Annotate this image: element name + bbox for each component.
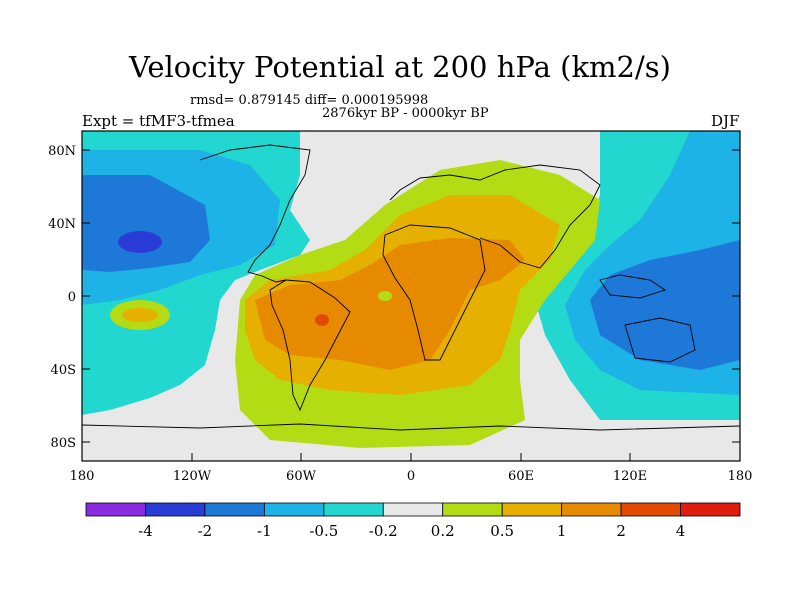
- colorbar-swatch: [501, 502, 563, 517]
- lat-label: 0: [68, 290, 76, 305]
- colorbar-label: -4: [138, 522, 153, 540]
- colorbar-label: 0.5: [490, 522, 514, 540]
- positive-darkorange-region: [255, 238, 525, 370]
- colorbar-label: -0.2: [369, 522, 398, 540]
- north-america-outline: [199, 144, 311, 283]
- colorbar-label: -0.5: [309, 522, 338, 540]
- season-label: DJF: [711, 112, 740, 130]
- pacific-positive-blob-core: [122, 308, 158, 322]
- lon-label: 60W: [286, 469, 317, 484]
- stats-subtitle: rmsd= 0.879145 diff= 0.000195998: [190, 93, 429, 108]
- maritime-continent-outline: [599, 274, 667, 299]
- colorbar-label: 4: [676, 522, 686, 540]
- experiment-label: Expt = tfMF3-tfmea: [82, 112, 235, 130]
- pacific-east-blue-region: [82, 175, 210, 272]
- colorbar: [85, 502, 741, 517]
- lat-label: 80N: [48, 144, 76, 159]
- colorbar-swatch: [145, 502, 206, 517]
- colorbar-swatch: [382, 502, 444, 517]
- colorbar-label: 2: [616, 522, 626, 540]
- lon-label: 60E: [508, 469, 534, 484]
- lat-label: 80S: [51, 436, 76, 451]
- antarctica-outline: [82, 423, 740, 431]
- latitude-labels: 80N 40N 0 40S 80S: [48, 144, 76, 451]
- lon-label: 120W: [173, 469, 212, 484]
- chart-title: Velocity Potential at 200 hPa (km2/s): [129, 50, 671, 84]
- lon-label: 180: [70, 469, 95, 484]
- colorbar-swatch: [204, 502, 265, 517]
- north-pacific-darkblue-center: [118, 231, 162, 253]
- lat-label: 40N: [48, 217, 76, 232]
- colorbar-label: -2: [198, 522, 213, 540]
- lon-label: 0: [407, 469, 415, 484]
- colorbar-swatch: [263, 502, 325, 517]
- south-america-outline: [269, 279, 351, 412]
- australia-outline: [624, 317, 696, 363]
- lon-label: 180: [728, 469, 753, 484]
- colorbar-swatch: [323, 502, 384, 517]
- eurasia-outline: [389, 164, 601, 269]
- continent-outlines: [82, 144, 740, 431]
- period-subtitle: 2876kyr BP - 0000kyr BP: [322, 106, 489, 121]
- atlantic-minor-blob: [378, 291, 392, 301]
- colorbar-swatch: [561, 502, 622, 517]
- colorbar-label: 0.2: [431, 522, 455, 540]
- lon-label: 120E: [613, 469, 647, 484]
- colorbar-swatch: [620, 502, 681, 517]
- amazon-max-center: [315, 314, 329, 326]
- colorbar-swatch: [680, 502, 741, 517]
- axis-ticks: [82, 149, 740, 461]
- colorbar-swatch: [85, 502, 146, 517]
- colorbar-swatch: [442, 502, 503, 517]
- colorbar-label: -1: [257, 522, 272, 540]
- velocity-potential-field: [82, 131, 740, 461]
- lat-label: 40S: [51, 363, 76, 378]
- colorbar-labels: -4 -2 -1 -0.5 -0.2 0.2 0.5 1 2 4: [138, 522, 685, 540]
- indo-pacific-blue-region: [590, 240, 740, 370]
- colorbar-label: 1: [557, 522, 567, 540]
- africa-outline: [382, 224, 486, 361]
- longitude-labels: 180 120W 60W 0 60E 120E 180: [70, 469, 753, 484]
